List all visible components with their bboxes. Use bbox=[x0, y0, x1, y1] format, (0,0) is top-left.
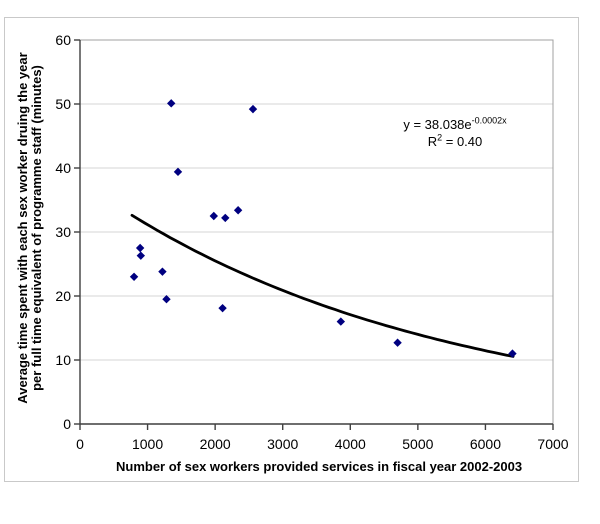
chart-frame bbox=[4, 17, 579, 482]
r-squared-sup-text: 2 bbox=[437, 132, 443, 143]
y-tick-label: 40 bbox=[55, 160, 71, 176]
x-tick-label: 3000 bbox=[267, 436, 298, 452]
trendline bbox=[130, 213, 515, 358]
data-point bbox=[393, 338, 402, 347]
data-point bbox=[209, 211, 218, 221]
equation-exponent-text: -0.0002x bbox=[471, 115, 507, 126]
y-axis-title: Average time spent with each sex worker … bbox=[15, 28, 44, 428]
data-point bbox=[162, 295, 171, 304]
data-point bbox=[221, 213, 230, 223]
x-tick-label: 0 bbox=[76, 436, 84, 452]
equation-line: y = 38.038e-0.0002x bbox=[355, 116, 555, 133]
x-tick-label: 2000 bbox=[200, 436, 231, 452]
y-tick-label: 30 bbox=[55, 224, 71, 240]
data-point bbox=[173, 167, 183, 177]
data-point bbox=[508, 349, 517, 358]
x-tick-label: 1000 bbox=[132, 436, 163, 452]
y-tick-label: 0 bbox=[63, 416, 71, 432]
data-point bbox=[233, 206, 243, 215]
data-point bbox=[248, 104, 258, 114]
y-axis-title-line2: per full time equivalent of programme st… bbox=[29, 65, 44, 391]
r-squared-base-text: R bbox=[427, 134, 438, 149]
trendline-annotation: y = 38.038e-0.0002x R2 = 0.40 bbox=[355, 116, 555, 150]
x-tick-label: 6000 bbox=[470, 436, 501, 452]
equation-base-text: y = 38.038e bbox=[403, 117, 472, 132]
data-point bbox=[136, 251, 146, 260]
data-point bbox=[336, 317, 346, 326]
x-axis-title: Number of sex workers provided services … bbox=[116, 459, 523, 474]
x-tick-label: 5000 bbox=[402, 436, 433, 452]
x-tick-label: 4000 bbox=[335, 436, 366, 452]
x-tick-label: 7000 bbox=[537, 436, 568, 452]
y-tick-label: 60 bbox=[55, 32, 71, 48]
y-tick-label: 50 bbox=[55, 96, 71, 112]
r-squared-line: R2 = 0.40 bbox=[355, 133, 555, 150]
data-point bbox=[158, 267, 167, 276]
r-squared-value-text: = 0.40 bbox=[442, 134, 483, 149]
y-tick-label: 10 bbox=[55, 352, 71, 368]
data-point bbox=[135, 243, 145, 253]
data-point bbox=[167, 99, 176, 108]
y-axis-title-line1: Average time spent with each sex worker … bbox=[15, 52, 30, 404]
data-point bbox=[218, 303, 227, 313]
data-point bbox=[129, 272, 139, 281]
y-tick-label: 20 bbox=[55, 288, 71, 304]
